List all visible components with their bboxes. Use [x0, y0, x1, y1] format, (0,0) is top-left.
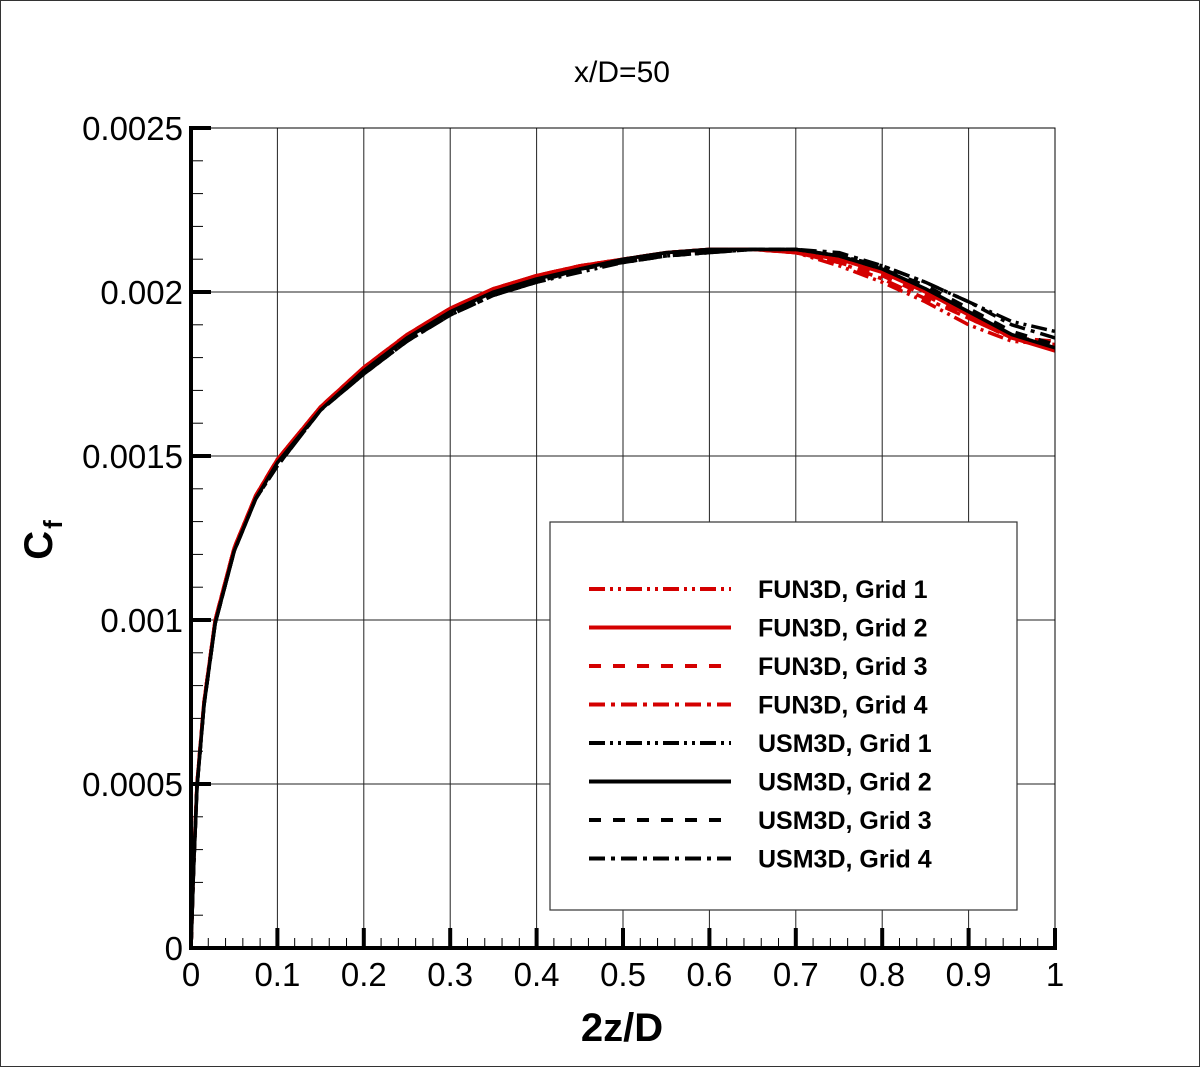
legend-label: FUN3D, Grid 3 [758, 653, 927, 681]
series-line [189, 247, 1056, 949]
x-tick-label: 0.2 [341, 956, 387, 993]
x-axis-title: 2z/D [581, 1006, 663, 1050]
legend-label: FUN3D, Grid 4 [758, 692, 928, 720]
legend-box [549, 521, 1018, 911]
y-tick-label: 0.0015 [82, 438, 183, 475]
x-tick-label: 0.6 [686, 956, 732, 993]
x-tick-label: 0.9 [946, 956, 992, 993]
y-axis-title-main: C [17, 531, 61, 560]
x-tick-label: 0.3 [427, 956, 473, 993]
y-tick-label: 0.0005 [82, 766, 183, 803]
series-line [189, 247, 1056, 949]
legend-items: FUN3D, Grid 1 FUN3D, Grid 2 FUN3D, Grid 3 F… [589, 576, 932, 874]
legend-label: USM3D, Grid 1 [758, 730, 932, 758]
series-layer [189, 247, 1056, 949]
x-tick-label: 0 [182, 956, 200, 993]
y-tick-label: 0.001 [100, 602, 183, 639]
x-tick-label: 1 [1046, 956, 1064, 993]
y-axis-title: Cf [17, 520, 68, 560]
x-tick-label: 0.1 [254, 956, 300, 993]
legend-label: FUN3D, Grid 2 [758, 615, 927, 643]
chart-title: x/D=50 [574, 56, 670, 89]
series-line [189, 247, 1056, 949]
legend-label: USM3D, Grid 3 [758, 807, 932, 835]
x-tick-label: 0.7 [773, 956, 819, 993]
x-tick-label: 0.8 [859, 956, 905, 993]
x-tick-label: 0.5 [600, 956, 646, 993]
legend-label: USM3D, Grid 4 [758, 846, 932, 874]
legend: FUN3D, Grid 1 FUN3D, Grid 2 FUN3D, Grid 3 F… [549, 521, 1018, 911]
axes [189, 126, 1057, 950]
y-tick-label: 0 [165, 930, 183, 967]
legend-label: FUN3D, Grid 1 [758, 576, 928, 604]
svg-text:Cf: Cf [17, 520, 68, 560]
legend-label: USM3D, Grid 2 [758, 769, 932, 797]
x-tick-label: 0.4 [514, 956, 560, 993]
tick-labels: 0 0.1 0.2 0.3 0.4 0.5 0.6 0.7 0.8 0.9 1 0 0.0005 0.00… [82, 110, 1064, 993]
y-tick-label: 0.0025 [82, 110, 183, 147]
y-axis-title-subscript: f [38, 520, 68, 529]
y-tick-label: 0.002 [100, 274, 183, 311]
